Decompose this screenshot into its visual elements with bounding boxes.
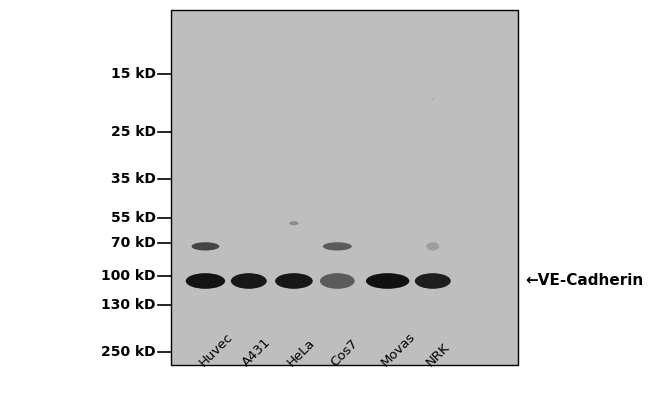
Text: ←VE-Cadherin: ←VE-Cadherin [525,274,643,288]
Ellipse shape [323,242,352,250]
Text: Huvec: Huvec [196,330,235,369]
Text: 70 kD: 70 kD [111,236,155,250]
Ellipse shape [289,221,298,225]
Ellipse shape [320,273,355,289]
Text: 15 kD: 15 kD [111,67,155,81]
Text: 25 kD: 25 kD [111,125,155,139]
Text: Cos7: Cos7 [328,336,361,369]
Ellipse shape [426,242,439,250]
Ellipse shape [431,98,435,100]
Text: NRK: NRK [424,340,452,369]
Ellipse shape [231,273,266,289]
Ellipse shape [275,273,313,289]
Text: Movas: Movas [378,330,417,369]
Text: 35 kD: 35 kD [111,172,155,186]
Bar [171,10,518,365]
Text: 250 kD: 250 kD [101,345,155,359]
Ellipse shape [366,273,410,289]
Text: A431: A431 [240,335,273,369]
Text: 130 kD: 130 kD [101,298,155,312]
Ellipse shape [192,242,219,250]
Text: 100 kD: 100 kD [101,269,155,283]
Ellipse shape [186,273,225,289]
Text: HeLa: HeLa [285,336,318,369]
Ellipse shape [415,273,450,289]
Text: 55 kD: 55 kD [111,211,155,225]
